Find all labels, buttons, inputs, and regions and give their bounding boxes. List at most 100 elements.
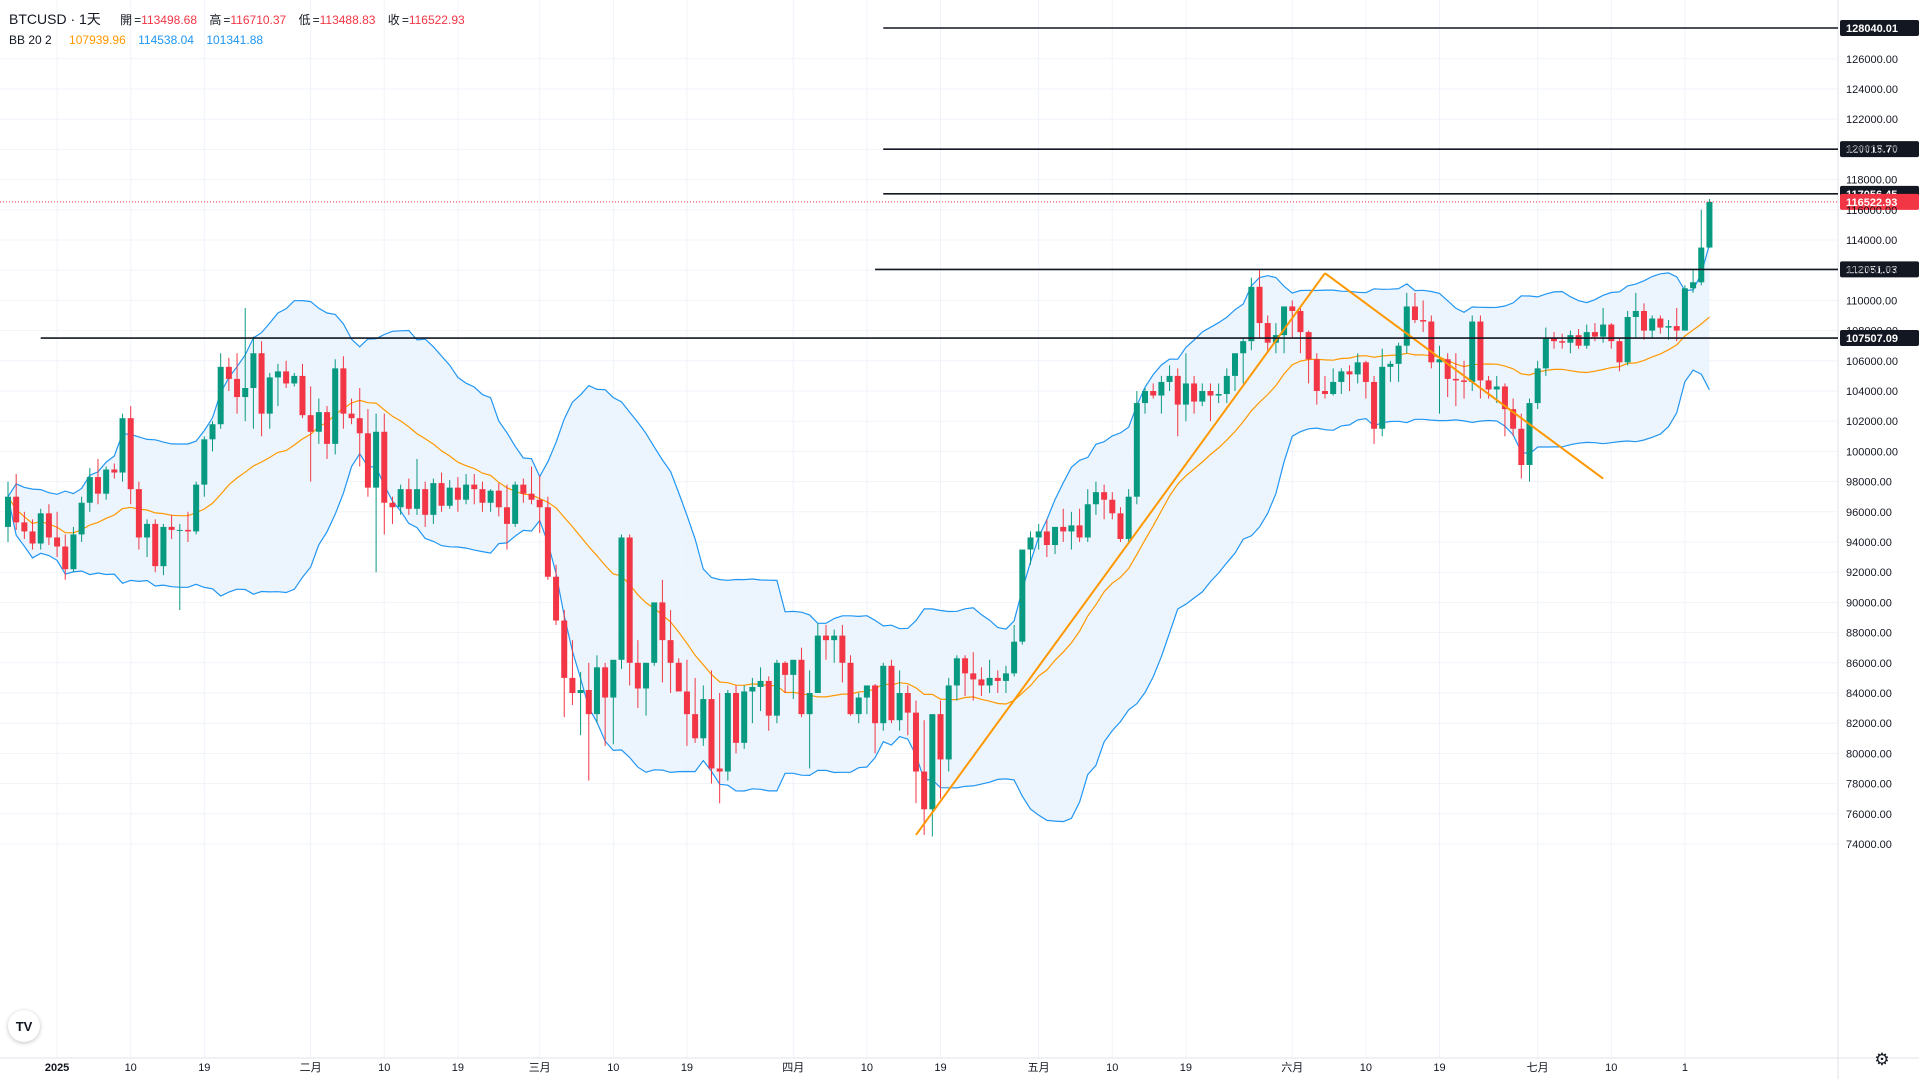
candle-body — [1166, 375, 1173, 382]
horizontal-price-lines[interactable]: 128040.01120015.70117056.45112051.031075… — [0, 19, 1919, 347]
candle-body — [21, 522, 28, 532]
candle-body — [283, 371, 290, 384]
candle-body — [94, 477, 101, 494]
candle-body — [1379, 366, 1386, 429]
candle-body — [1616, 341, 1623, 363]
candle-body — [929, 714, 936, 810]
candle-body — [1125, 496, 1132, 539]
candle-body — [1362, 362, 1369, 382]
candle-body — [1002, 673, 1009, 681]
time-tick-label: 10 — [1106, 1062, 1118, 1074]
low-value: 113488.83 — [319, 13, 376, 27]
candle-body — [1395, 345, 1402, 364]
candle-body — [675, 662, 682, 692]
drawn-trendlines[interactable] — [915, 272, 1604, 836]
candle-body — [806, 693, 813, 715]
hline-label-bg — [1840, 19, 1919, 36]
candle-body — [896, 693, 903, 721]
time-axis[interactable]: 2025 10 19 二月 10 19 三月 10 19 四月 10 19 五月 10 19 六月 10 19 七月… — [45, 1061, 1688, 1074]
candle-body — [872, 685, 879, 724]
candle-body — [1624, 317, 1631, 363]
candle-body — [1150, 391, 1157, 396]
price-tick-label: 98000.00 — [1846, 477, 1892, 489]
candle-body — [1076, 525, 1083, 538]
price-tick-label: 88000.00 — [1846, 628, 1892, 640]
candle-body — [103, 469, 110, 494]
candle-body — [708, 699, 715, 769]
candle-body — [176, 529, 183, 531]
candle-body — [978, 679, 985, 686]
candle-body — [855, 697, 862, 715]
candle-body — [1174, 375, 1181, 405]
candle-body — [315, 412, 322, 432]
candle-body — [168, 526, 175, 530]
candle-body — [1542, 338, 1549, 369]
candle-body — [528, 493, 535, 500]
candle-body — [626, 537, 633, 663]
candle-body — [1608, 324, 1615, 342]
candle-body — [683, 691, 690, 715]
candle-body — [1223, 375, 1230, 395]
candle-body — [512, 484, 519, 524]
candle-body — [1387, 363, 1394, 367]
candle-body — [1649, 318, 1656, 331]
candle-body — [1346, 371, 1353, 375]
candle-body — [1199, 391, 1206, 402]
candle-body — [1371, 381, 1378, 429]
candle-body — [945, 685, 952, 760]
candle-body — [692, 714, 699, 739]
tradingview-logo-icon[interactable]: TV — [8, 1010, 40, 1042]
candle-body — [389, 502, 396, 508]
candle-body — [1452, 378, 1459, 381]
ohlc-legend: BTCUSD · 1天 開 =113498.68 高 =116710.37 低 =11… — [9, 11, 465, 27]
bb-upper-line — [7, 244, 1710, 630]
price-tick-label: 110000.00 — [1846, 295, 1897, 307]
price-tick-label: 90000.00 — [1846, 597, 1892, 609]
candle-body — [912, 712, 919, 772]
last-price-label-bg — [1840, 193, 1919, 210]
gear-icon[interactable]: ⚙ — [1874, 1050, 1890, 1069]
time-tick-label: 19 — [198, 1062, 210, 1074]
price-tick-label: 102000.00 — [1846, 416, 1898, 428]
candle-body — [1207, 391, 1214, 396]
candlesticks[interactable] — [5, 199, 1713, 837]
bb-legend: BB 20 2 107939.96 114538.04 101341.88 — [9, 33, 265, 47]
candle-body — [1068, 525, 1075, 532]
open-label: 開 — [120, 13, 133, 27]
bb-label[interactable]: BB 20 2 — [9, 33, 52, 47]
candle-body — [111, 469, 118, 473]
candle-body — [904, 693, 911, 713]
candle-body — [1510, 409, 1517, 429]
hline-label: 120015.70 — [1846, 144, 1898, 156]
time-tick-label: 19 — [681, 1062, 693, 1074]
candle-body — [733, 693, 740, 743]
candle-body — [962, 658, 969, 674]
candle-body — [986, 677, 993, 686]
candle-body — [724, 693, 731, 772]
candle-body — [741, 691, 748, 743]
candle-body — [1354, 362, 1361, 375]
candle-body — [1256, 286, 1263, 324]
candle-body — [888, 665, 895, 721]
candle-body — [1428, 321, 1435, 363]
candle-body — [1142, 391, 1149, 404]
candle-body — [1575, 335, 1582, 346]
candle-body — [45, 513, 52, 538]
time-tick-label: 五月 — [1028, 1062, 1050, 1074]
candle-body — [70, 534, 77, 570]
candle-body — [446, 487, 453, 506]
candle-body — [790, 659, 797, 675]
candle-body — [847, 662, 854, 715]
candle-body — [921, 771, 928, 810]
symbol-label[interactable]: BTCUSD · 1天 — [9, 11, 101, 27]
high-label: 高 — [209, 13, 222, 27]
candle-body — [503, 507, 510, 524]
candle-body — [1101, 492, 1108, 500]
time-tick-label: 七月 — [1527, 1061, 1549, 1074]
price-axis[interactable]: 74000.00 76000.00 78000.00 80000.00 82000.00… — [1846, 54, 1898, 851]
candle-body — [1690, 282, 1697, 289]
candle-body — [1117, 513, 1124, 539]
candle-body — [1461, 380, 1468, 382]
candle-body — [373, 431, 380, 488]
